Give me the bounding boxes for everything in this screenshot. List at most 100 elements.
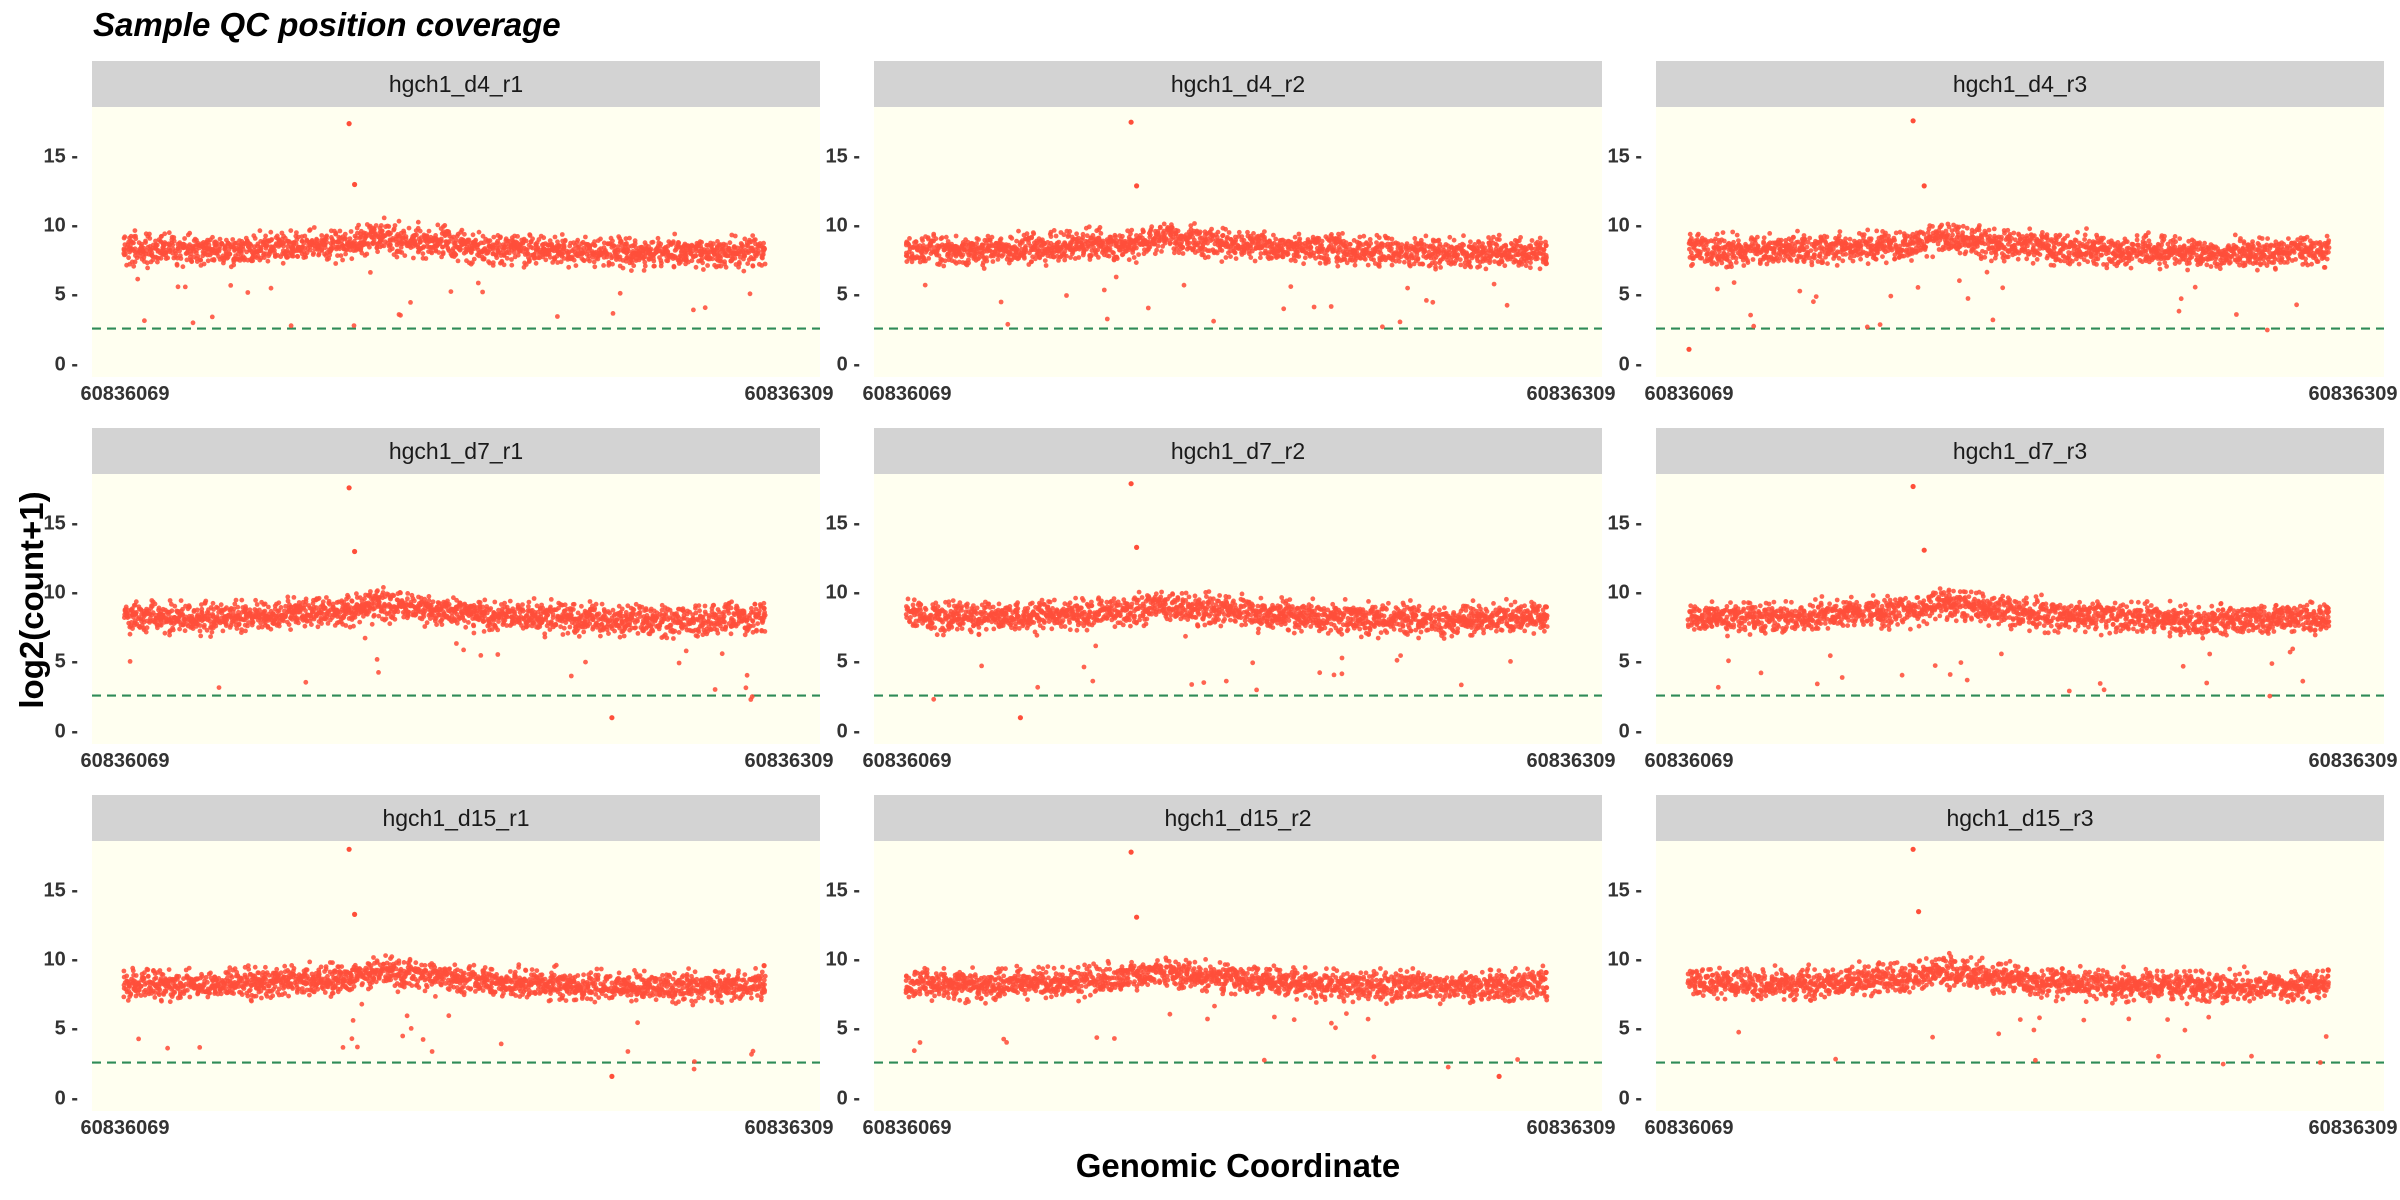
data-point	[261, 255, 267, 260]
data-point	[2189, 254, 2195, 260]
data-point	[1901, 253, 1907, 259]
data-point	[2000, 285, 2006, 291]
data-point	[2146, 238, 2152, 244]
data-point	[716, 263, 721, 269]
data-point	[470, 232, 476, 238]
data-point	[494, 255, 500, 261]
data-point	[1357, 240, 1363, 246]
data-point	[1232, 239, 1238, 245]
data-point	[180, 264, 186, 270]
data-point	[942, 258, 948, 264]
data-point	[1956, 224, 1962, 230]
data-point	[2139, 259, 2145, 265]
data-point	[1347, 241, 1353, 247]
data-point	[1344, 260, 1350, 266]
outlier-point	[1134, 183, 1140, 189]
data-point	[357, 235, 363, 241]
data-point	[1794, 240, 1799, 245]
data-point	[184, 257, 190, 263]
data-point	[1016, 228, 1021, 234]
data-point	[2217, 266, 2223, 272]
data-point	[2114, 263, 2120, 269]
data-point	[1813, 247, 1819, 253]
y-tick-label: 15 -	[825, 145, 860, 168]
data-point	[1861, 235, 1866, 240]
data-point	[1145, 305, 1151, 311]
data-point	[566, 264, 572, 270]
data-point	[583, 234, 588, 240]
data-point	[1865, 227, 1871, 233]
data-point	[2094, 262, 2099, 267]
data-point	[569, 255, 575, 261]
data-point	[1120, 233, 1125, 239]
data-point	[573, 263, 579, 268]
data-point	[984, 258, 990, 264]
data-point	[1104, 316, 1110, 322]
data-point	[956, 259, 962, 265]
data-point	[741, 268, 747, 274]
data-point	[604, 254, 610, 260]
data-point	[920, 255, 926, 260]
data-point	[756, 248, 761, 254]
data-point	[672, 231, 678, 237]
data-point	[448, 289, 454, 294]
data-point	[1448, 261, 1454, 267]
data-point	[655, 235, 661, 241]
data-point	[1989, 258, 1994, 264]
data-point	[1430, 299, 1436, 305]
data-point	[761, 240, 766, 246]
data-point	[550, 246, 556, 251]
data-point	[293, 241, 299, 246]
data-point	[2142, 240, 2148, 246]
data-point	[1365, 262, 1371, 268]
data-point	[1983, 250, 1989, 255]
data-point	[650, 239, 656, 245]
data-point	[252, 236, 258, 241]
data-point	[1491, 281, 1497, 287]
data-point	[2024, 233, 2030, 239]
data-point	[323, 234, 329, 240]
data-point	[1376, 261, 1382, 266]
data-point	[527, 233, 533, 238]
data-point	[337, 246, 343, 252]
data-point	[1734, 232, 1740, 238]
data-point	[1361, 233, 1367, 239]
data-point	[1424, 298, 1429, 303]
data-point	[2228, 259, 2233, 265]
data-point	[1175, 239, 1180, 245]
data-point	[1252, 258, 1258, 264]
data-point	[1389, 236, 1395, 242]
data-point	[411, 255, 416, 261]
data-point	[1850, 258, 1856, 264]
data-point	[266, 253, 271, 259]
data-point	[715, 239, 720, 244]
data-point	[1042, 258, 1048, 263]
data-point	[481, 240, 487, 246]
data-point	[2015, 256, 2021, 262]
scatter-plot-area	[874, 107, 1602, 377]
data-point	[2185, 267, 2190, 273]
data-point	[1491, 234, 1496, 240]
data-point	[1967, 242, 1973, 248]
data-point	[1064, 293, 1069, 298]
data-point	[1423, 233, 1429, 239]
data-point	[1719, 260, 1725, 266]
data-point	[923, 258, 928, 264]
data-point	[1180, 244, 1186, 250]
data-point	[1694, 248, 1699, 254]
data-point	[280, 260, 286, 266]
data-point	[337, 228, 343, 234]
data-point	[135, 276, 141, 282]
data-point	[1199, 252, 1205, 258]
data-point	[509, 262, 515, 268]
data-point	[182, 284, 188, 290]
data-point	[1897, 229, 1903, 235]
data-point	[473, 237, 479, 243]
data-point	[1715, 286, 1720, 292]
data-point	[717, 250, 723, 256]
data-point	[732, 233, 738, 239]
data-point	[480, 289, 485, 295]
data-point	[1503, 242, 1508, 248]
data-point	[471, 256, 477, 262]
data-point	[1492, 259, 1497, 264]
